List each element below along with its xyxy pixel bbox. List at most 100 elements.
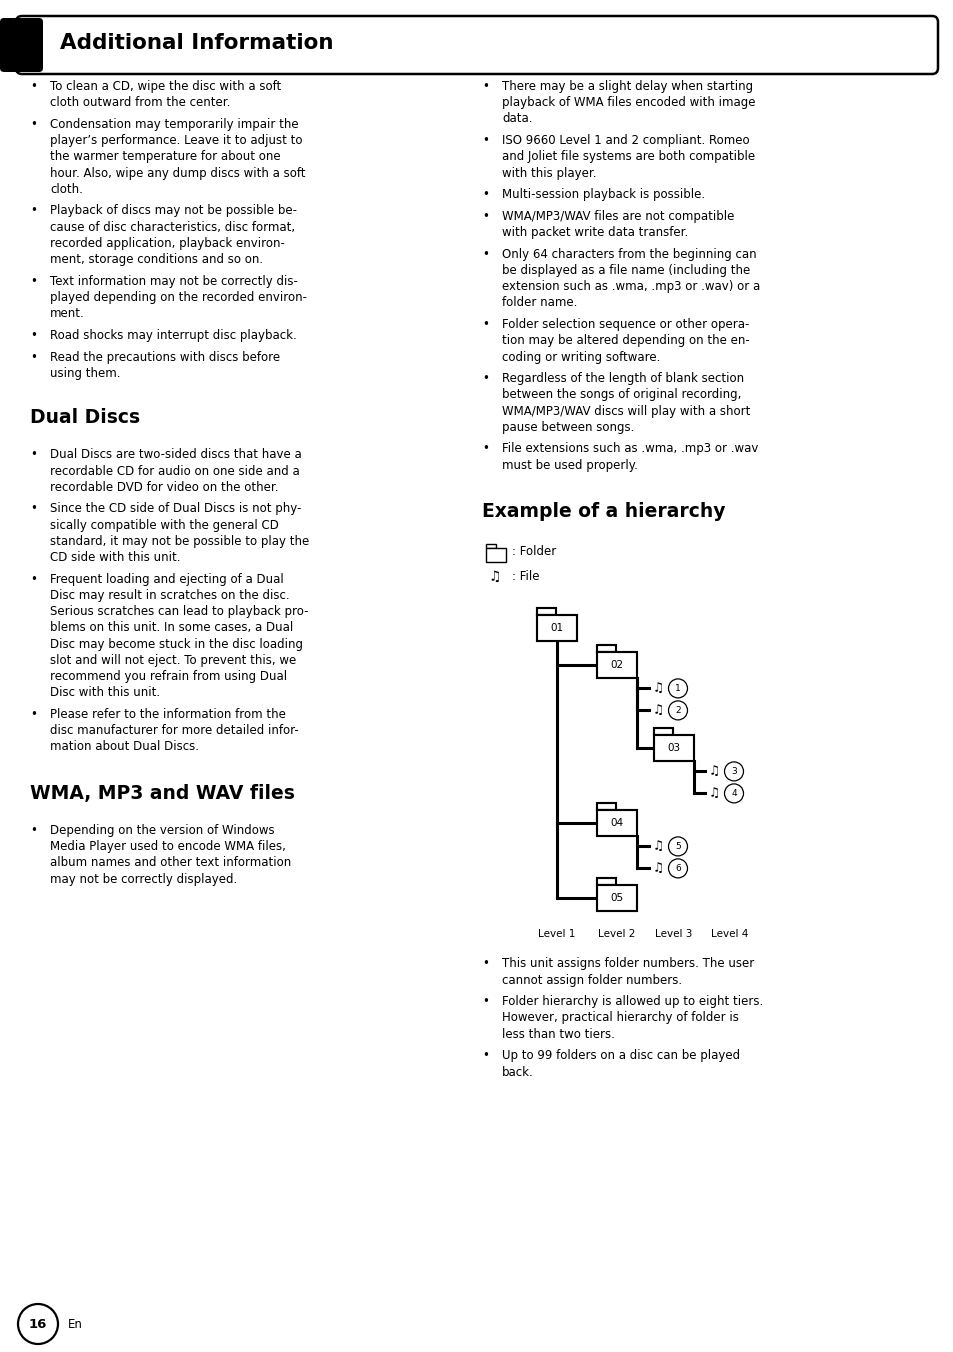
Text: recordable DVD for video on the other.: recordable DVD for video on the other. [50,481,278,493]
Text: between the songs of original recording,: between the songs of original recording, [501,388,740,402]
Text: with this player.: with this player. [501,166,596,180]
Text: Since the CD side of Dual Discs is not phy-: Since the CD side of Dual Discs is not p… [50,503,301,515]
Circle shape [668,700,687,719]
Text: be displayed as a file name (including the: be displayed as a file name (including t… [501,264,749,277]
Text: 03: 03 [667,744,679,753]
Text: data.: data. [501,112,532,126]
Text: •: • [30,204,37,218]
Text: Playback of discs may not be possible be-: Playback of discs may not be possible be… [50,204,296,218]
Text: sically compatible with the general CD: sically compatible with the general CD [50,519,278,531]
Text: ISO 9660 Level 1 and 2 compliant. Romeo: ISO 9660 Level 1 and 2 compliant. Romeo [501,134,749,147]
Circle shape [668,837,687,856]
Text: ♫: ♫ [488,569,500,584]
Text: Up to 99 folders on a disc can be played: Up to 99 folders on a disc can be played [501,1049,740,1063]
Bar [485,549,505,562]
Text: •: • [30,573,37,585]
Bar [654,729,673,735]
Text: Condensation may temporarily impair the: Condensation may temporarily impair the [50,118,298,131]
Text: •: • [30,118,37,131]
Text: cannot assign folder numbers.: cannot assign folder numbers. [501,973,681,987]
Text: Example of a hierarchy: Example of a hierarchy [481,503,724,522]
Text: Media Player used to encode WMA files,: Media Player used to encode WMA files, [50,840,286,853]
Text: Folder selection sequence or other opera-: Folder selection sequence or other opera… [501,318,749,331]
Text: tion may be altered depending on the en-: tion may be altered depending on the en- [501,334,749,347]
Text: the warmer temperature for about one: the warmer temperature for about one [50,150,280,164]
Text: CD side with this unit.: CD side with this unit. [50,552,180,564]
Text: 1: 1 [675,684,680,692]
Text: may not be correctly displayed.: may not be correctly displayed. [50,872,237,886]
Bar [597,810,637,837]
Bar [597,803,616,810]
FancyBboxPatch shape [16,16,937,74]
Bar [537,615,577,641]
Text: mation about Dual Discs.: mation about Dual Discs. [50,741,199,753]
Text: : File: : File [512,571,539,583]
Text: Regardless of the length of blank section: Regardless of the length of blank sectio… [501,372,743,385]
Text: disc manufacturer for more detailed infor-: disc manufacturer for more detailed info… [50,725,298,737]
Bar [654,735,693,761]
Bar [597,879,616,886]
Text: coding or writing software.: coding or writing software. [501,350,659,364]
Text: Level 1: Level 1 [537,929,575,940]
Circle shape [668,859,687,877]
Text: Additional Information: Additional Information [60,32,334,53]
Text: •: • [30,708,37,721]
Text: recorded application, playback environ-: recorded application, playback environ- [50,237,285,250]
Text: ♫: ♫ [652,704,663,717]
Text: : Folder: : Folder [512,545,556,558]
Text: 04: 04 [610,818,623,829]
Text: Disc may result in scratches on the disc.: Disc may result in scratches on the disc… [50,589,290,602]
Text: To clean a CD, wipe the disc with a soft: To clean a CD, wipe the disc with a soft [50,80,281,93]
Text: This unit assigns folder numbers. The user: This unit assigns folder numbers. The us… [501,957,754,971]
Text: Road shocks may interrupt disc playback.: Road shocks may interrupt disc playback. [50,329,296,342]
Text: •: • [30,329,37,342]
Text: Dual Discs: Dual Discs [30,408,140,427]
Bar [597,645,616,653]
Text: However, practical hierarchy of folder is: However, practical hierarchy of folder i… [501,1011,739,1025]
Text: •: • [481,995,488,1009]
Text: •: • [30,274,37,288]
Circle shape [723,763,742,781]
Text: •: • [481,957,488,971]
Bar [597,653,637,679]
Text: Frequent loading and ejecting of a Dual: Frequent loading and ejecting of a Dual [50,573,283,585]
Text: Disc with this unit.: Disc with this unit. [50,687,160,699]
Text: 2: 2 [675,706,680,715]
Text: standard, it may not be possible to play the: standard, it may not be possible to play… [50,535,309,548]
Text: Dual Discs are two-sided discs that have a: Dual Discs are two-sided discs that have… [50,449,301,461]
Text: •: • [30,823,37,837]
Text: •: • [30,80,37,93]
Text: extension such as .wma, .mp3 or .wav) or a: extension such as .wma, .mp3 or .wav) or… [501,280,760,293]
Text: played depending on the recorded environ-: played depending on the recorded environ… [50,291,307,304]
Text: using them.: using them. [50,366,120,380]
Bar [597,886,637,911]
Text: •: • [30,350,37,364]
Text: ♫: ♫ [708,765,719,777]
Text: cloth.: cloth. [50,183,83,196]
Text: 01: 01 [550,623,563,633]
Text: player’s performance. Leave it to adjust to: player’s performance. Leave it to adjust… [50,134,302,147]
Text: •: • [481,1049,488,1063]
Text: 05: 05 [610,894,623,903]
Text: Level 2: Level 2 [598,929,635,940]
Text: cause of disc characteristics, disc format,: cause of disc characteristics, disc form… [50,220,294,234]
Text: Appendix: Appendix [30,22,79,32]
Text: WMA/MP3/WAV discs will play with a short: WMA/MP3/WAV discs will play with a short [501,404,750,418]
Text: album names and other text information: album names and other text information [50,856,291,869]
Text: WMA, MP3 and WAV files: WMA, MP3 and WAV files [30,784,294,803]
Circle shape [18,1303,58,1344]
Text: There may be a slight delay when starting: There may be a slight delay when startin… [501,80,752,93]
Text: •: • [481,210,488,223]
Circle shape [668,679,687,698]
Text: •: • [481,80,488,93]
Text: Level 4: Level 4 [711,929,748,940]
Text: pause between songs.: pause between songs. [501,420,634,434]
Text: ment.: ment. [50,307,85,320]
Text: En: En [68,1317,83,1330]
Text: hour. Also, wipe any dump discs with a soft: hour. Also, wipe any dump discs with a s… [50,166,305,180]
Text: 5: 5 [675,842,680,850]
Text: Only 64 characters from the beginning can: Only 64 characters from the beginning ca… [501,247,756,261]
Text: blems on this unit. In some cases, a Dual: blems on this unit. In some cases, a Dua… [50,622,293,634]
Text: 3: 3 [730,767,736,776]
Text: Level 3: Level 3 [655,929,692,940]
